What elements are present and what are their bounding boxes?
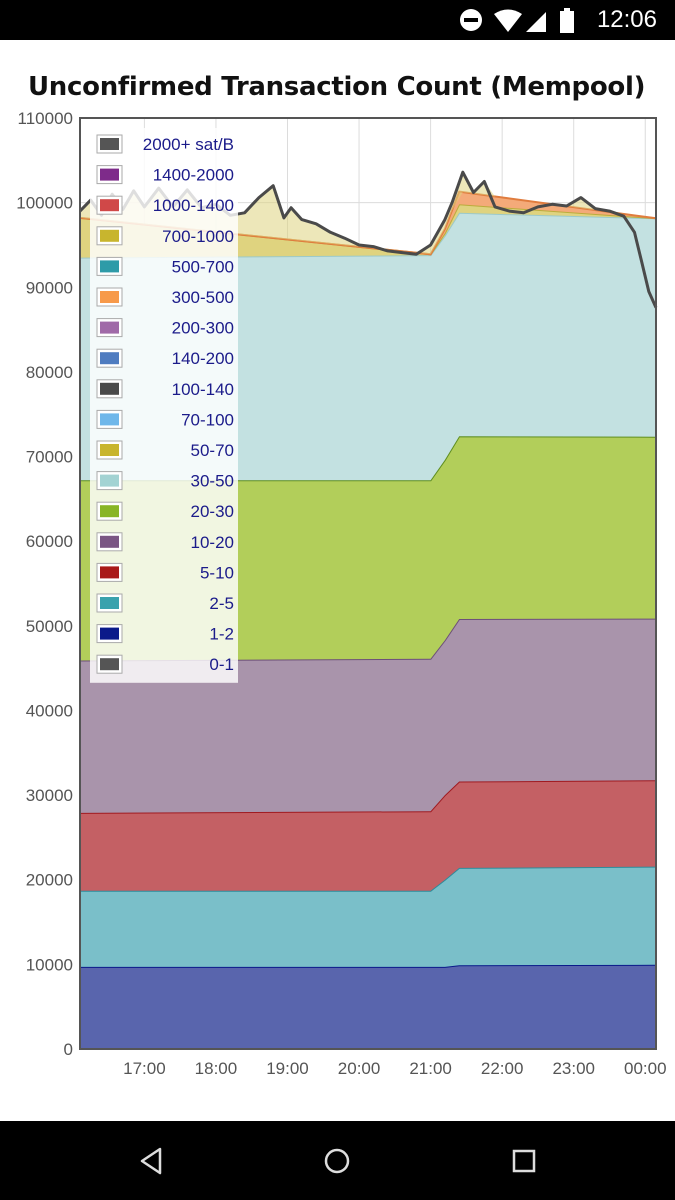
signal-icon bbox=[526, 12, 546, 32]
plot-border bbox=[79, 117, 657, 1050]
back-icon[interactable] bbox=[136, 1145, 168, 1177]
y-tick-label: 30000 bbox=[26, 786, 73, 805]
do-not-disturb-icon bbox=[460, 9, 482, 31]
legend-item: 5-10 bbox=[96, 562, 234, 582]
x-tick-label: 20:00 bbox=[338, 1059, 381, 1078]
legend-swatch bbox=[100, 138, 119, 150]
legend-swatch bbox=[100, 199, 119, 212]
legend-label: 20-30 bbox=[191, 502, 234, 521]
legend-swatch bbox=[100, 474, 119, 487]
legend-item: 70-100 bbox=[96, 409, 234, 429]
legend-swatch bbox=[100, 535, 119, 548]
mempool-chart: 0 10000 20000 30000 40000 50000 60000 70000 8000… bbox=[16, 109, 666, 1078]
legend-swatch bbox=[100, 321, 119, 334]
area-1000-1400-300-500-2000-sat-b bbox=[80, 191, 656, 255]
legend-swatch bbox=[100, 291, 119, 303]
legend-item: 20-30 bbox=[96, 501, 234, 521]
y-tick-label: 70000 bbox=[26, 448, 73, 467]
legend-swatch bbox=[100, 444, 119, 456]
y-tick-label: 60000 bbox=[26, 532, 73, 551]
recents-icon[interactable] bbox=[508, 1145, 540, 1177]
y-tick-label: 10000 bbox=[26, 955, 73, 974]
legend-item: 1400-2000 bbox=[96, 165, 234, 185]
legend-item: 2000+ sat/B bbox=[96, 134, 234, 154]
x-axis: 17:00 18:00 19:00 20:00 21:00 22:00 23:00 00:00 bbox=[123, 1059, 666, 1078]
legend-label: 140-200 bbox=[172, 349, 234, 368]
legend-label: 70-100 bbox=[181, 410, 234, 429]
x-tick-label: 17:00 bbox=[123, 1059, 166, 1078]
legend-swatch bbox=[100, 658, 119, 671]
x-tick-label: 00:00 bbox=[624, 1059, 667, 1078]
chart-title: Unconfirmed Transaction Count (Mempool) bbox=[28, 72, 646, 102]
legend-swatch bbox=[100, 168, 119, 181]
legend-item: 500-700 bbox=[96, 256, 234, 276]
legend-label: 2000+ sat/B bbox=[143, 135, 234, 154]
legend-swatch bbox=[100, 627, 119, 640]
legend-item: 100-140 bbox=[96, 379, 234, 399]
legend-label: 100-140 bbox=[172, 380, 234, 399]
y-tick-label: 90000 bbox=[26, 278, 73, 297]
area-1-2 bbox=[80, 964, 656, 1049]
legend-swatch bbox=[100, 229, 119, 242]
legend-background bbox=[90, 128, 238, 683]
legend-label: 5-10 bbox=[200, 563, 234, 582]
y-tick-label: 80000 bbox=[26, 363, 73, 382]
status-icons bbox=[460, 8, 574, 33]
legend-item: 200-300 bbox=[96, 318, 234, 338]
y-tick-label: 0 bbox=[64, 1040, 73, 1059]
legend-swatch bbox=[100, 260, 119, 273]
battery-icon bbox=[560, 8, 574, 33]
legend-label: 700-1000 bbox=[162, 227, 234, 246]
y-axis: 0 10000 20000 30000 40000 50000 60000 70000 8000… bbox=[16, 109, 73, 1059]
legend-swatch bbox=[100, 352, 119, 365]
legend-item: 1000-1400 bbox=[96, 195, 234, 215]
legend-item: 2-5 bbox=[96, 593, 234, 613]
legend-label: 2-5 bbox=[209, 594, 234, 613]
y-tick-label: 20000 bbox=[26, 871, 73, 890]
legend-item: 300-500 bbox=[96, 287, 234, 307]
legend-label: 0-1 bbox=[209, 655, 234, 674]
y-tick-label: 50000 bbox=[26, 617, 73, 636]
legend-swatch bbox=[100, 597, 119, 609]
legend-item: 140-200 bbox=[96, 348, 234, 368]
wifi-icon bbox=[494, 9, 522, 32]
legend-label: 30-50 bbox=[191, 472, 234, 491]
legend-label: 1400-2000 bbox=[153, 166, 234, 185]
legend-item: 1-2 bbox=[96, 624, 234, 644]
legend-label: 50-70 bbox=[191, 441, 234, 460]
y-tick-label: 100000 bbox=[16, 194, 73, 213]
legend-label: 500-700 bbox=[172, 257, 234, 276]
legend-item: 50-70 bbox=[96, 440, 234, 460]
x-tick-label: 18:00 bbox=[195, 1059, 238, 1078]
x-tick-label: 23:00 bbox=[552, 1059, 595, 1078]
home-icon[interactable] bbox=[321, 1145, 353, 1177]
y-tick-label: 40000 bbox=[26, 701, 73, 720]
legend[interactable]: 2000+ sat/B 1400-2000 1000-1400 700-1000 500… bbox=[90, 128, 238, 683]
x-tick-label: 22:00 bbox=[481, 1059, 524, 1078]
status-bar: 12:06 bbox=[0, 0, 675, 40]
legend-item: 700-1000 bbox=[96, 226, 234, 246]
y-tick-label: 110000 bbox=[18, 109, 73, 128]
x-tick-label: 21:00 bbox=[409, 1059, 452, 1078]
legend-label: 10-20 bbox=[191, 533, 234, 552]
legend-swatch bbox=[100, 382, 119, 395]
legend-item: 10-20 bbox=[96, 532, 234, 552]
legend-swatch bbox=[100, 413, 119, 426]
status-clock: 12:06 bbox=[596, 6, 657, 33]
legend-item: 0-1 bbox=[96, 654, 234, 674]
legend-swatch bbox=[100, 505, 119, 518]
navigation-bar bbox=[0, 1121, 675, 1200]
legend-label: 1-2 bbox=[209, 625, 234, 644]
legend-swatch bbox=[100, 566, 119, 579]
legend-label: 200-300 bbox=[172, 319, 234, 338]
legend-item: 30-50 bbox=[96, 471, 234, 491]
legend-label: 1000-1400 bbox=[153, 196, 234, 215]
legend-label: 300-500 bbox=[172, 288, 234, 307]
plot-frame bbox=[79, 117, 657, 1050]
area-5-10 bbox=[80, 780, 656, 891]
x-tick-label: 19:00 bbox=[266, 1059, 309, 1078]
